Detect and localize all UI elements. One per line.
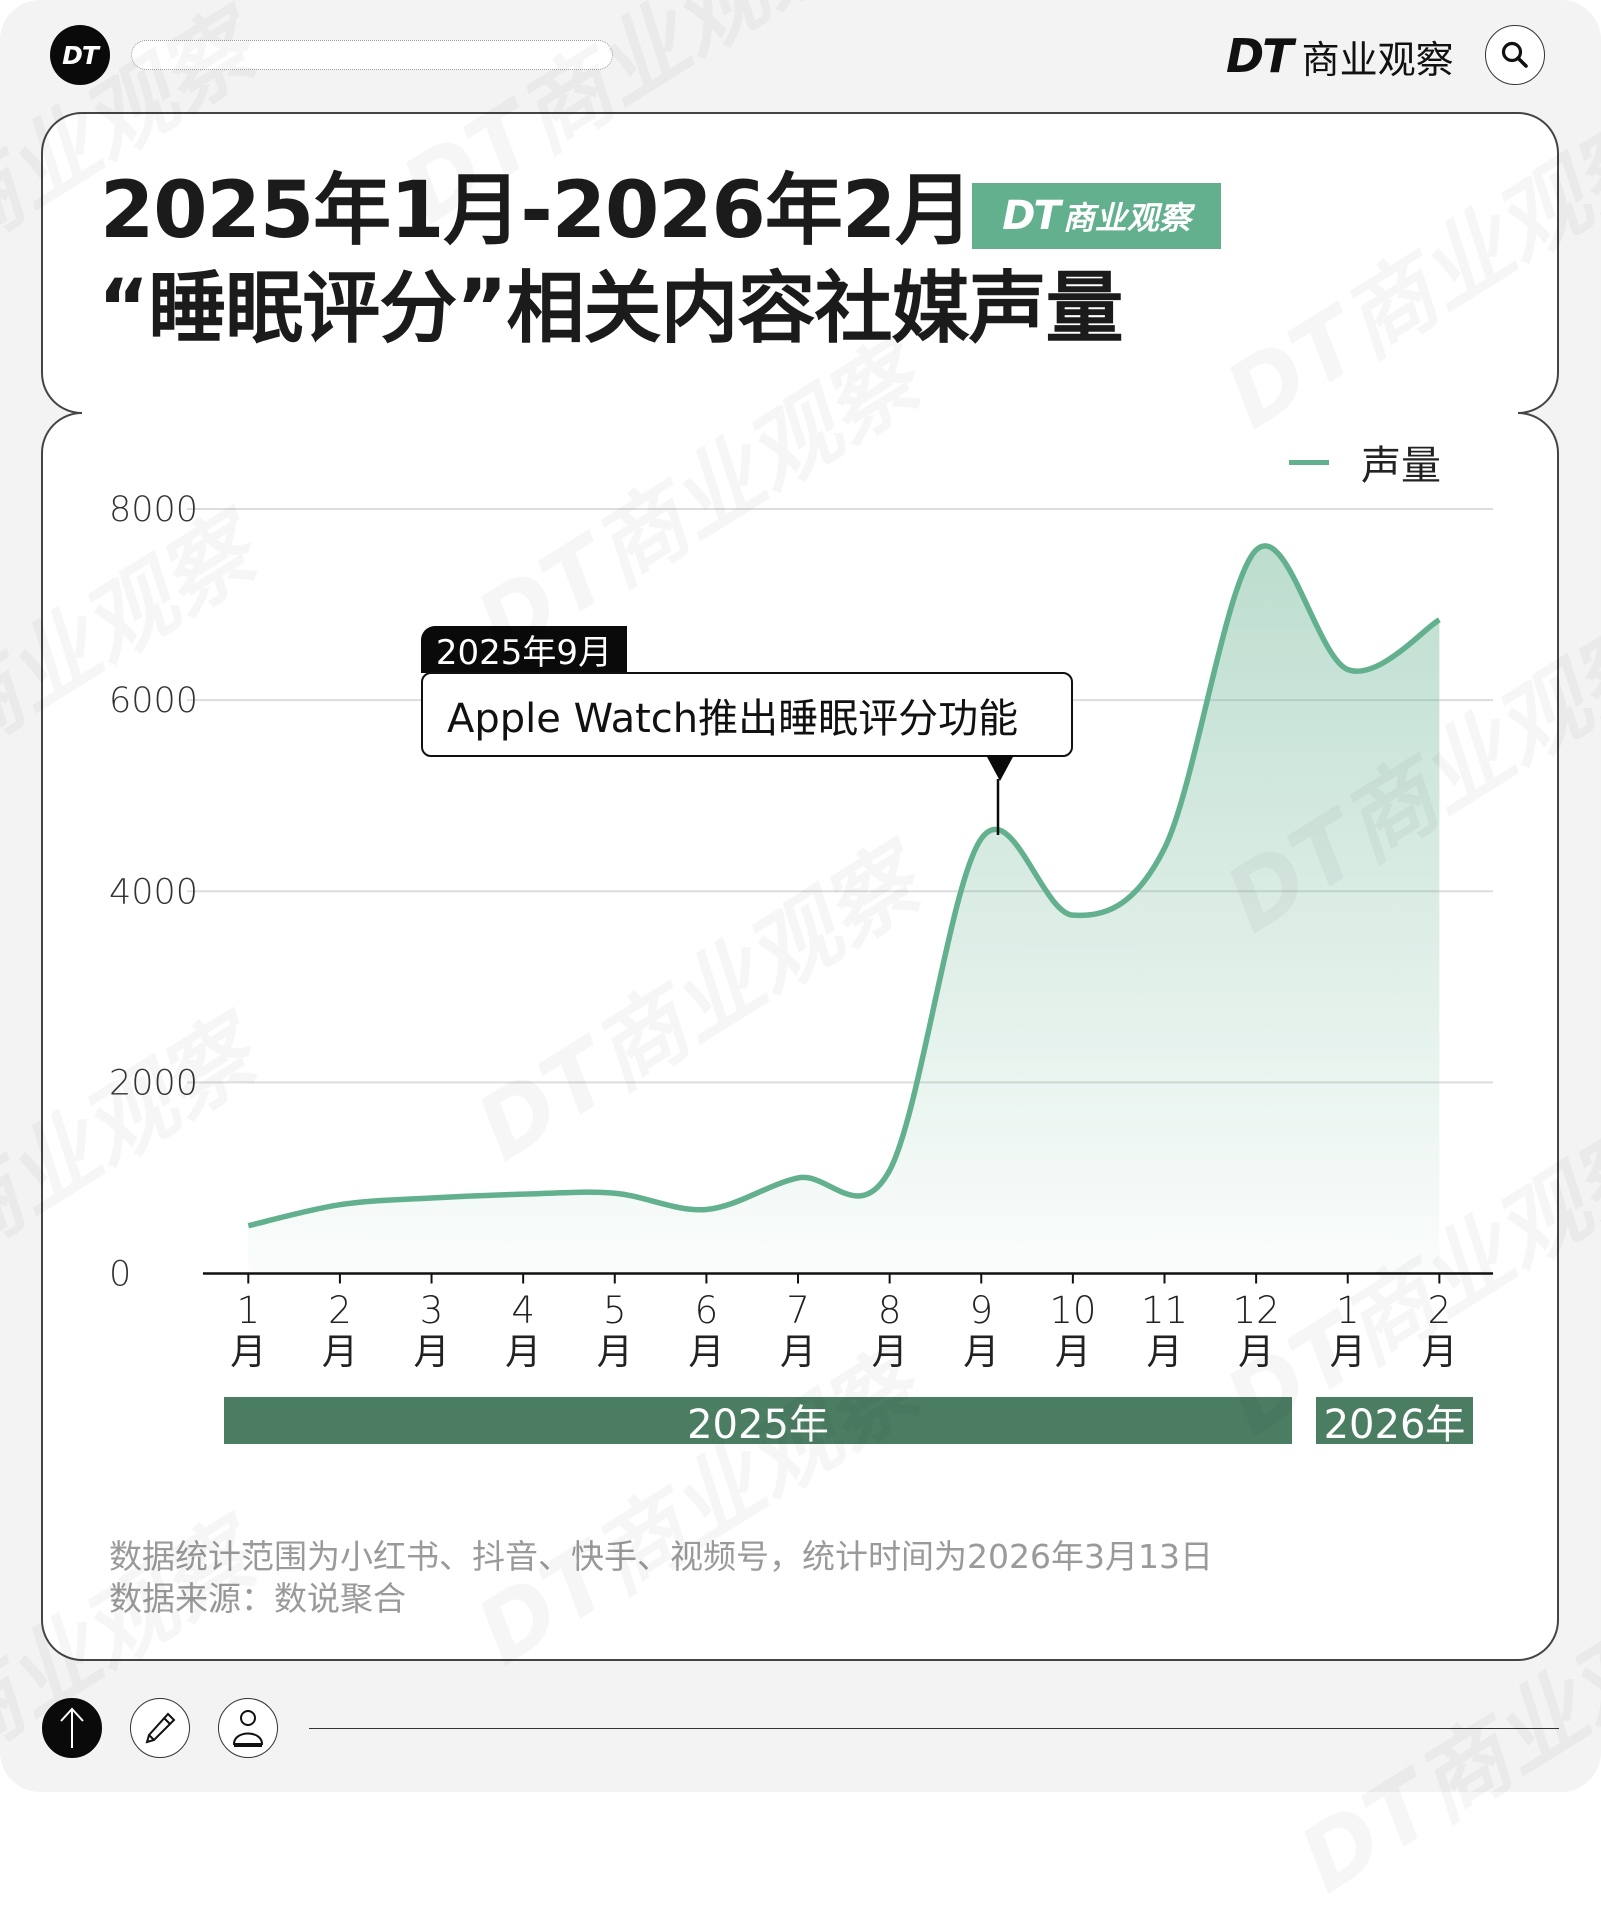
search-input[interactable]: [131, 40, 613, 70]
x-tick-unit: 月: [597, 1332, 633, 1373]
arrow-up-icon: [60, 1707, 84, 1748]
chart-legend: 声量: [1289, 436, 1441, 489]
x-tick-unit: 月: [230, 1332, 266, 1373]
x-tick-label: 5: [603, 1289, 627, 1332]
logo-text: DT: [62, 40, 99, 70]
x-tick-unit: 月: [414, 1332, 450, 1373]
x-tick-label: 4: [511, 1289, 535, 1332]
annotation-pointer: [986, 755, 1014, 835]
search-icon: [1501, 41, 1528, 68]
scroll-top-button[interactable]: [42, 1698, 102, 1758]
x-tick-unit: 月: [688, 1332, 724, 1373]
badge-dt: DT: [1002, 193, 1060, 239]
x-tick-unit: 月: [1055, 1332, 1091, 1373]
x-tick-label: 2: [328, 1289, 352, 1332]
y-tick-label: 8000: [109, 490, 198, 530]
profile-button[interactable]: [218, 1698, 278, 1758]
search-button[interactable]: [1485, 25, 1545, 85]
x-tick-unit: 月: [780, 1332, 816, 1373]
x-tick-label: 10: [1049, 1289, 1096, 1332]
annotation-box: Apple Watch推出睡眠评分功能: [421, 672, 1073, 757]
year-bar-2026: 2026年: [1316, 1397, 1473, 1448]
x-tick-label: 1: [237, 1289, 261, 1332]
x-tick-unit: 月: [872, 1332, 908, 1373]
brand-dt: DT: [1226, 29, 1294, 83]
edit-button[interactable]: [130, 1698, 190, 1758]
footnote-scope: 数据统计范围为小红书、抖音、快手、视频号，统计时间为2026年3月13日: [109, 1537, 1213, 1576]
x-tick-unit: 月: [1146, 1332, 1182, 1373]
x-tick-label: 12: [1233, 1289, 1280, 1332]
x-tick-unit: 月: [1238, 1332, 1274, 1373]
x-tick-label: 3: [420, 1289, 444, 1332]
y-tick-label: 0: [109, 1255, 131, 1295]
x-tick-label: 11: [1141, 1289, 1188, 1332]
area-chart: 020004000600080001月2月3月4月5月6月7月8月9月10月11…: [109, 490, 1493, 1373]
y-tick-label: 4000: [109, 872, 198, 912]
area-fill: [248, 545, 1440, 1274]
y-tick-label: 6000: [109, 681, 198, 721]
brand-name: 商业观察: [1301, 37, 1454, 82]
x-tick-label: 2: [1428, 1289, 1452, 1332]
page-title-line2: “睡眠评分”相关内容社媒声量: [98, 264, 1124, 354]
x-tick-unit: 月: [1330, 1332, 1366, 1373]
x-tick-label: 1: [1336, 1289, 1360, 1332]
legend-label: 声量: [1361, 443, 1441, 489]
brand-badge: DT 商业观察: [972, 183, 1221, 249]
x-tick-unit: 月: [322, 1332, 358, 1373]
x-tick-unit: 月: [1421, 1332, 1457, 1373]
dt-logo[interactable]: DT: [50, 25, 110, 85]
series-line: [247, 543, 1441, 1229]
year-bar-2025: 2025年: [224, 1397, 1292, 1448]
legend-swatch: [1289, 459, 1329, 465]
x-tick-label: 7: [786, 1289, 810, 1332]
divider: [309, 1728, 1559, 1729]
x-tick-unit: 月: [505, 1332, 541, 1373]
brand: DT 商业观察: [1226, 29, 1454, 83]
badge-name: 商业观察: [1062, 199, 1191, 237]
x-tick-label: 8: [878, 1289, 902, 1332]
x-tick-unit: 月: [963, 1332, 999, 1373]
annotation-date-tag: 2025年9月: [421, 626, 627, 673]
person-icon: [232, 1710, 264, 1747]
x-tick-label: 9: [969, 1289, 993, 1332]
pencil-icon: [145, 1712, 176, 1744]
x-tick-label: 6: [695, 1289, 719, 1332]
page-title-line1: 2025年1月-2026年2月: [100, 166, 973, 256]
y-tick-label: 2000: [109, 1063, 198, 1103]
footnote-source: 数据来源：数说聚合: [109, 1579, 406, 1618]
